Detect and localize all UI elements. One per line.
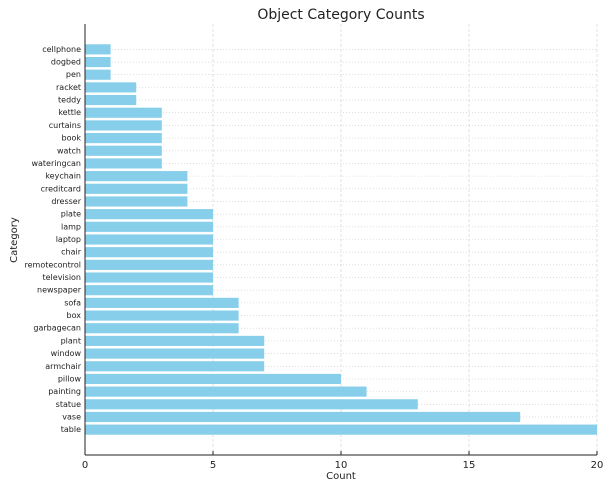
x-tick-label: 0 (82, 460, 88, 471)
bar (85, 323, 239, 334)
y-tick-label: dresser (51, 197, 81, 206)
y-tick-label: creditcard (41, 184, 81, 193)
y-tick-label: statue (56, 400, 81, 409)
x-tick-label: 15 (463, 460, 476, 471)
bar (85, 386, 367, 397)
y-tick-label: laptop (56, 235, 81, 244)
y-tick-label: chair (61, 248, 82, 257)
y-tick-label: remotecontrol (24, 260, 81, 269)
bar (85, 373, 341, 385)
y-tick-label: watch (57, 146, 81, 155)
bar (85, 424, 597, 435)
y-tick-label: box (67, 311, 82, 320)
bar (85, 120, 162, 131)
y-axis-label: Category (9, 217, 20, 263)
bar (85, 209, 213, 220)
y-tick-label: curtains (49, 121, 81, 130)
bar (85, 196, 188, 207)
x-tick-label: 10 (335, 460, 348, 471)
bar (85, 247, 213, 258)
bar (85, 145, 162, 156)
y-tick-label: pen (66, 70, 81, 79)
bar (85, 44, 111, 55)
y-tick-label: window (51, 349, 82, 358)
y-tick-label: vase (62, 412, 81, 421)
bar (85, 297, 239, 308)
bar (85, 221, 213, 232)
x-axis-label: Count (326, 471, 356, 482)
x-tick-label: 5 (210, 460, 216, 471)
bar (85, 234, 213, 245)
y-tick-label: pillow (58, 374, 82, 383)
bar (85, 107, 162, 118)
y-tick-label: keychain (45, 172, 81, 181)
bar (85, 399, 418, 410)
y-tick-label: newspaper (37, 286, 82, 295)
bar (85, 69, 111, 80)
y-tick-label: television (42, 273, 81, 282)
y-tick-label: wateringcan (31, 159, 81, 168)
bar (85, 183, 188, 194)
bar (85, 171, 188, 182)
bar (85, 158, 162, 169)
bar (85, 411, 521, 423)
y-tick-label: kettle (58, 108, 81, 117)
bar (85, 361, 265, 372)
y-tick-label: book (62, 134, 82, 143)
bar (85, 335, 265, 346)
y-tick-label: garbagecan (33, 324, 81, 333)
bar (85, 310, 239, 321)
y-tick-label: cellphone (42, 45, 81, 54)
bar (85, 133, 162, 144)
bar (85, 259, 213, 270)
y-tick-label: table (61, 425, 81, 434)
bar (85, 285, 213, 296)
y-tick-label: sofa (64, 298, 81, 307)
y-tick-label: teddy (58, 96, 81, 105)
y-tick-label: plant (61, 336, 81, 345)
y-tick-label: painting (48, 387, 81, 396)
y-tick-label: plate (61, 210, 81, 219)
y-tick-label: dogbed (51, 58, 81, 67)
y-tick-label: armchair (45, 362, 81, 371)
bar (85, 82, 137, 93)
chart-title: Object Category Counts (257, 7, 424, 23)
y-tick-label: lamp (61, 222, 81, 231)
bar (85, 94, 137, 106)
y-tick-label: racket (56, 83, 81, 92)
bar (85, 56, 111, 68)
x-tick-label: 20 (591, 460, 604, 471)
bar (85, 272, 213, 283)
bar (85, 348, 265, 359)
